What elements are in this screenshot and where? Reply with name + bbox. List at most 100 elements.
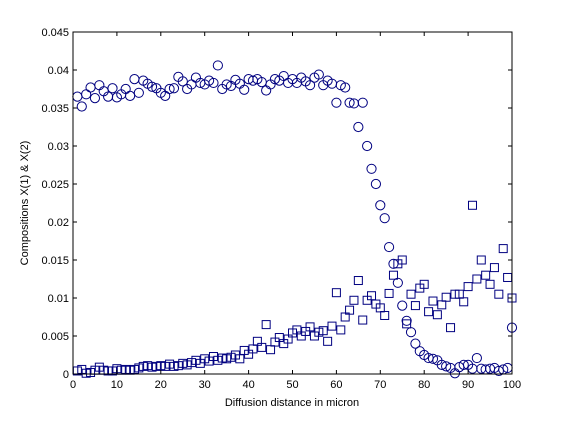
data-point-circle: [344, 97, 355, 108]
data-point-circle: [221, 79, 232, 90]
data-point-square: [463, 282, 473, 292]
x-tick-label: 40: [242, 379, 254, 391]
data-point-square: [428, 296, 438, 306]
data-point-square: [476, 255, 486, 265]
data-point-square: [327, 321, 337, 331]
data-point-circle: [366, 163, 377, 174]
x-tick-label: 90: [462, 379, 474, 391]
data-point-square: [384, 288, 394, 298]
data-point-circle: [177, 76, 188, 87]
data-point-square: [336, 325, 346, 335]
data-point-square: [410, 301, 420, 311]
data-point-circle: [458, 359, 469, 370]
data-point-square: [459, 297, 469, 307]
y-tick-label: 0.035: [41, 103, 69, 115]
data-point-circle: [269, 74, 281, 85]
x-tick-label: 0: [70, 379, 76, 391]
data-point-square: [489, 263, 499, 273]
data-point-circle: [370, 178, 382, 190]
data-point-circle: [436, 359, 447, 370]
data-point-square: [446, 323, 456, 333]
series-squares: [72, 200, 517, 378]
data-point-square: [441, 292, 451, 302]
x-tick-label: 10: [111, 379, 123, 391]
x-axis-label: Diffusion distance in micron: [225, 397, 359, 409]
plot-area: [73, 32, 512, 374]
data-point-circle: [89, 93, 101, 104]
data-point-square: [323, 336, 333, 346]
x-tick-label: 70: [374, 379, 386, 391]
data-point-circle: [313, 69, 324, 80]
data-point-circle: [133, 87, 144, 98]
y-tick-label: 0.04: [48, 65, 69, 77]
data-point-square: [494, 289, 504, 299]
data-point-circle: [375, 200, 386, 211]
data-point-circle: [383, 241, 395, 253]
data-point-square: [331, 288, 341, 298]
x-tick-label: 60: [330, 379, 342, 391]
data-point-square: [345, 305, 355, 315]
data-point-square: [397, 255, 407, 265]
data-point-circle: [331, 97, 342, 108]
data-point-circle: [340, 82, 351, 93]
data-point-circle: [76, 101, 87, 112]
data-point-square: [305, 322, 315, 332]
data-point-circle: [441, 361, 452, 372]
y-tick-label: 0.03: [48, 141, 69, 153]
y-tick-label: 0.005: [41, 331, 69, 343]
x-tick-label: 50: [286, 379, 298, 391]
data-point-square: [481, 270, 491, 280]
data-point-square: [467, 200, 477, 210]
data-point-circle: [212, 60, 223, 71]
data-point-square: [419, 279, 429, 289]
data-point-square: [406, 289, 416, 299]
y-axis-ticks: 0 0.005 0.01 0.015 0.02 0.025 0.03 0.035 0.04 0.0…: [41, 27, 512, 381]
data-point-square: [261, 320, 271, 330]
data-point-square: [485, 279, 495, 289]
data-point-circle: [168, 83, 180, 94]
data-point-square: [257, 342, 267, 352]
data-point-circle: [397, 300, 408, 311]
data-point-circle: [410, 338, 421, 349]
data-point-square: [472, 274, 482, 284]
y-tick-label: 0.02: [48, 217, 69, 229]
data-point-square: [424, 307, 434, 317]
data-point-square: [349, 295, 359, 305]
data-point-circle: [239, 84, 250, 95]
data-point-circle: [208, 77, 219, 89]
data-point-circle: [362, 140, 373, 152]
data-point-circle: [124, 90, 136, 101]
data-point-circle: [401, 315, 412, 326]
x-axis-ticks: 0 10 20 30 40 50 60 70 80 90 100: [70, 32, 521, 391]
data-point-circle: [493, 365, 504, 377]
data-point-circle: [357, 97, 368, 108]
data-point-circle: [353, 121, 364, 133]
series-circles: [72, 60, 518, 379]
y-axis-label: Compositions X(1) & X(2): [19, 141, 31, 266]
data-point-circle: [427, 353, 439, 364]
data-point-circle: [379, 213, 390, 224]
y-tick-label: 0.01: [48, 293, 69, 305]
data-point-circle: [107, 83, 118, 94]
x-tick-label: 30: [199, 379, 211, 391]
data-point-circle: [471, 352, 482, 364]
y-tick-label: 0.045: [41, 27, 69, 39]
x-tick-label: 80: [418, 379, 430, 391]
data-point-square: [380, 310, 390, 320]
data-point-circle: [304, 80, 316, 91]
y-tick-label: 0: [63, 369, 69, 381]
data-point-square: [353, 276, 363, 286]
y-tick-label: 0.015: [41, 255, 69, 267]
data-point-square: [498, 244, 508, 254]
data-point-circle: [164, 83, 175, 95]
data-point-square: [402, 319, 412, 329]
x-tick-label: 20: [155, 379, 167, 391]
data-point-square: [318, 326, 328, 336]
data-point-circle: [146, 81, 158, 92]
data-point-square: [432, 310, 442, 320]
x-tick-label: 100: [503, 379, 521, 391]
data-point-square: [358, 315, 368, 325]
data-point-square: [388, 270, 398, 280]
